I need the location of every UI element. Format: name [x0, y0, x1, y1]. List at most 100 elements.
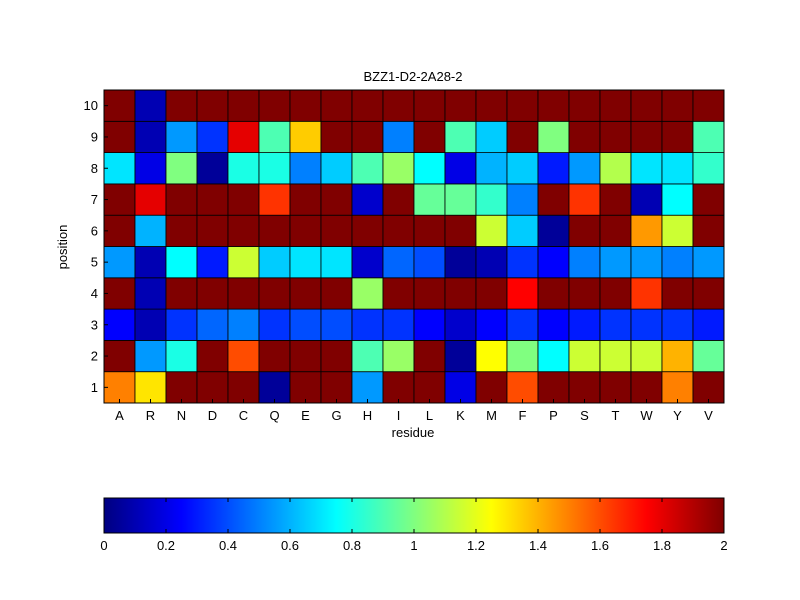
- heatmap-cell-S-5: [568, 246, 601, 279]
- heatmap-cell-H-6: [351, 214, 384, 247]
- heatmap-cell-I-1: [382, 371, 415, 404]
- colorbar-tick-label: 1.8: [653, 538, 671, 553]
- heatmap-cell-K-4: [444, 277, 477, 310]
- heatmap-cell-P-2: [537, 339, 570, 373]
- heatmap-cell-V-1: [692, 371, 725, 404]
- heatmap-cell-D-2: [196, 339, 229, 373]
- y-tick-label: 4: [91, 286, 98, 301]
- heatmap-cell-D-8: [196, 152, 229, 185]
- heatmap-cell-A-9: [103, 120, 136, 154]
- heatmap-cell-P-8: [537, 152, 570, 185]
- heatmap-cell-L-6: [413, 214, 446, 247]
- heatmap-cell-Q-7: [258, 183, 291, 216]
- heatmap-cell-S-2: [568, 339, 601, 373]
- colorbar-tick-label: 0.2: [157, 538, 175, 553]
- y-axis-label: position: [55, 225, 70, 270]
- heatmap-cell-H-2: [351, 339, 384, 373]
- heatmap-cell-H-7: [351, 183, 384, 216]
- x-tick-label: D: [208, 408, 217, 423]
- heatmap-cell-Q-9: [258, 120, 291, 154]
- heatmap-cell-W-8: [630, 152, 663, 185]
- heatmap-cell-N-1: [165, 371, 198, 404]
- heatmap-cell-T-1: [599, 371, 632, 404]
- heatmap-cell-C-7: [227, 183, 260, 216]
- heatmap-cell-T-3: [599, 308, 632, 341]
- heatmap-cell-R-5: [134, 246, 167, 279]
- heatmap-cell-I-10: [382, 89, 415, 122]
- heatmap-cell-R-6: [134, 214, 167, 247]
- heatmap-cell-D-3: [196, 308, 229, 341]
- heatmap-cell-Q-6: [258, 214, 291, 247]
- x-tick-label: I: [397, 408, 401, 423]
- colorbar-ticks: 0 0.2 0.4 0.6 0.8 1 1.2 1.4 1.6 1.8 2: [100, 498, 728, 553]
- heatmap-cell-V-9: [692, 120, 725, 154]
- heatmap-cell-L-10: [413, 89, 446, 122]
- heatmap-cell-V-7: [692, 183, 725, 216]
- chart-title: BZZ1-D2-2A28-2: [364, 69, 463, 84]
- heatmap-cell-K-1: [444, 371, 477, 404]
- colorbar-tick-label: 0.4: [219, 538, 237, 553]
- heatmap-cell-G-6: [320, 214, 353, 247]
- y-tick-label: 2: [91, 349, 98, 364]
- heatmap-cell-E-10: [289, 89, 322, 122]
- heatmap-cell-S-1: [568, 371, 601, 404]
- x-tick-label: P: [549, 408, 558, 423]
- heatmap-cell-I-2: [382, 339, 415, 373]
- heatmap-cell-Y-10: [661, 89, 694, 122]
- heatmap-cell-G-5: [320, 246, 353, 279]
- heatmap-cell-I-9: [382, 120, 415, 154]
- heatmap-cell-R-7: [134, 183, 167, 216]
- heatmap-cell-T-8: [599, 152, 632, 185]
- heatmap-cell-L-8: [413, 152, 446, 185]
- heatmap-cell-K-2: [444, 339, 477, 373]
- heatmap-cell-F-1: [506, 371, 539, 404]
- y-tick-label: 10: [84, 98, 98, 113]
- x-tick-label: F: [519, 408, 527, 423]
- heatmap-cell-G-4: [320, 277, 353, 310]
- heatmap-cell-N-3: [165, 308, 198, 341]
- heatmap-cell-R-3: [134, 308, 167, 341]
- heatmap-cell-G-10: [320, 89, 353, 122]
- heatmap-cell-P-5: [537, 246, 570, 279]
- heatmap-cell-R-4: [134, 277, 167, 310]
- colorbar-tick-label: 0.6: [281, 538, 299, 553]
- heatmap-cell-L-1: [413, 371, 446, 404]
- heatmap-cell-D-4: [196, 277, 229, 310]
- colorbar-tick-label: 0: [100, 538, 107, 553]
- heatmap-cell-M-7: [475, 183, 508, 216]
- heatmap-cell-S-3: [568, 308, 601, 341]
- heatmap-cell-C-4: [227, 277, 260, 310]
- heatmap-cell-N-6: [165, 214, 198, 247]
- heatmap-cell-F-6: [506, 214, 539, 247]
- y-tick-label: 1: [91, 380, 98, 395]
- heatmap-cell-A-5: [103, 246, 136, 279]
- x-tick-label: E: [301, 408, 310, 423]
- x-tick-label: V: [704, 408, 713, 423]
- heatmap-cell-Q-10: [258, 89, 291, 122]
- heatmap-cell-F-2: [506, 339, 539, 373]
- y-tick-label: 9: [91, 129, 98, 144]
- heatmap-cell-P-3: [537, 308, 570, 341]
- heatmap-cell-V-2: [692, 339, 725, 373]
- heatmap-cell-E-3: [289, 308, 322, 341]
- heatmap-cell-M-1: [475, 371, 508, 404]
- heatmap-cell-P-4: [537, 277, 570, 310]
- x-tick-label: T: [612, 408, 620, 423]
- heatmap-cell-T-9: [599, 120, 632, 154]
- heatmap-cell-F-3: [506, 308, 539, 341]
- heatmap-cell-T-4: [599, 277, 632, 310]
- heatmap-cell-G-3: [320, 308, 353, 341]
- colorbar-tick-label: 1.6: [591, 538, 609, 553]
- heatmap-cell-N-5: [165, 246, 198, 279]
- heatmap-cell-W-9: [630, 120, 663, 154]
- heatmap-cell-C-9: [227, 120, 260, 154]
- heatmap-cell-R-10: [134, 89, 167, 122]
- heatmap-cell-M-3: [475, 308, 508, 341]
- heatmap-cell-K-10: [444, 89, 477, 122]
- heatmap-cell-Q-3: [258, 308, 291, 341]
- y-tick-label: 8: [91, 161, 98, 176]
- heatmap-cell-W-3: [630, 308, 663, 341]
- y-tick-label: 5: [91, 255, 98, 270]
- heatmap-cell-D-10: [196, 89, 229, 122]
